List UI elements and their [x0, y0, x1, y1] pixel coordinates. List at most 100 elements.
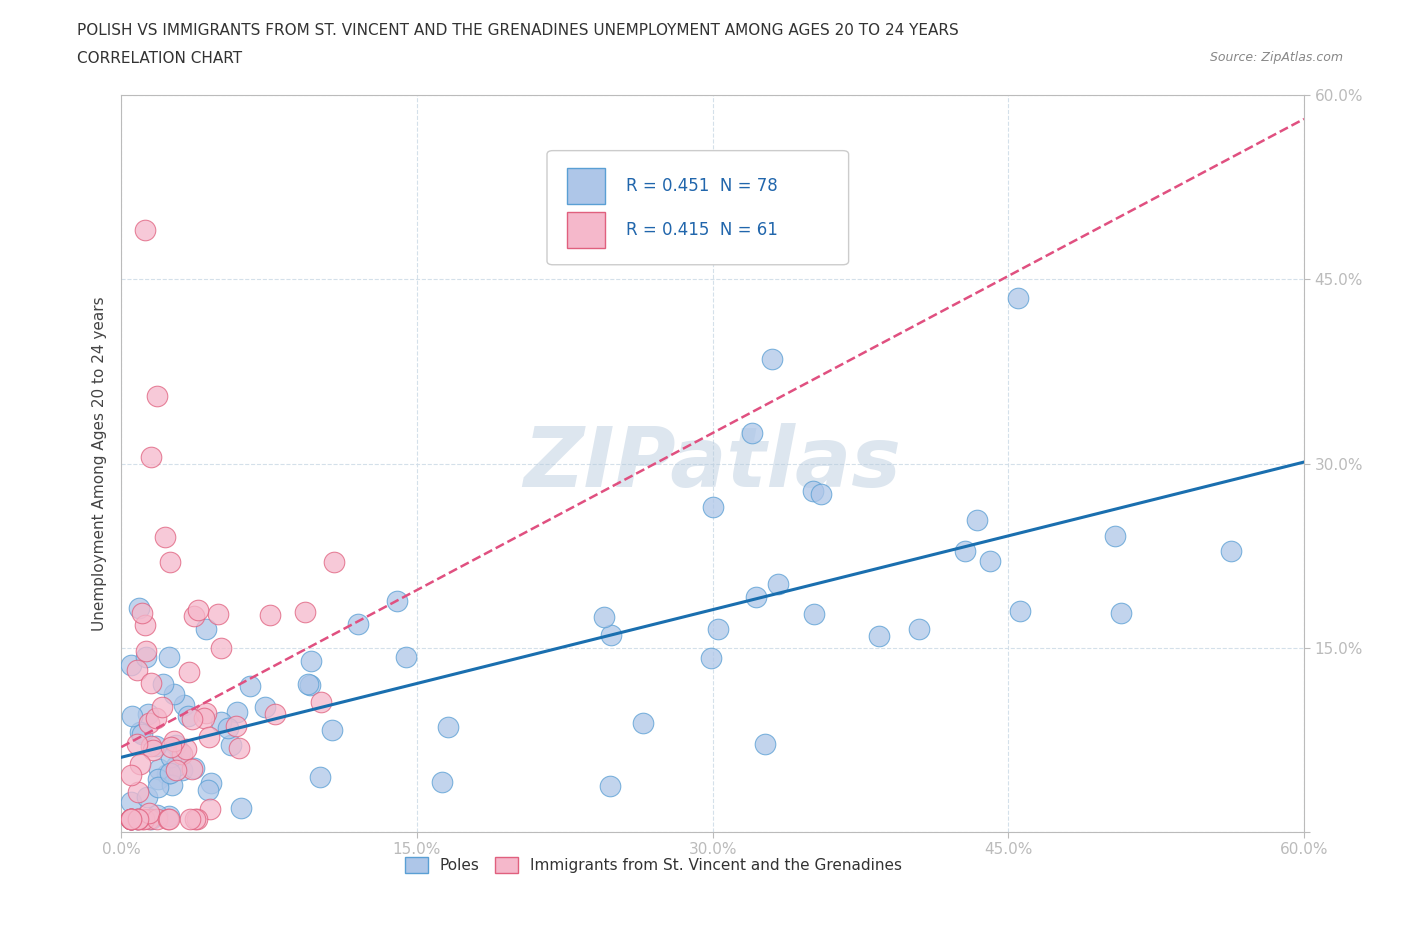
Point — [157, 812, 180, 827]
Point — [801, 484, 824, 498]
Point — [148, 762, 170, 777]
Point — [195, 706, 218, 721]
Point — [181, 762, 204, 777]
Point — [138, 812, 160, 827]
FancyBboxPatch shape — [567, 168, 605, 204]
Point — [264, 706, 287, 721]
Point — [173, 698, 195, 712]
Point — [127, 737, 149, 751]
Point — [308, 769, 330, 784]
Point — [127, 812, 149, 827]
Point — [1109, 605, 1132, 620]
FancyBboxPatch shape — [547, 151, 849, 265]
Point — [129, 724, 152, 739]
Point — [135, 790, 157, 804]
Point — [145, 389, 167, 404]
Point — [184, 812, 207, 827]
Point — [179, 812, 201, 827]
Point — [142, 742, 165, 757]
Point — [229, 801, 252, 816]
Point — [127, 812, 149, 827]
Point — [309, 694, 332, 709]
Point — [183, 761, 205, 776]
Point — [134, 618, 156, 632]
Point — [761, 352, 783, 366]
Point — [197, 730, 219, 745]
Point — [157, 812, 180, 827]
Point — [1010, 604, 1032, 618]
Point — [128, 600, 150, 615]
Point — [120, 812, 142, 827]
Point — [294, 604, 316, 619]
Point — [907, 622, 929, 637]
Point — [966, 512, 988, 527]
Point — [953, 543, 976, 558]
Point — [346, 617, 368, 631]
Point — [323, 555, 346, 570]
Point — [599, 628, 621, 643]
Point — [159, 765, 181, 780]
Point — [299, 677, 322, 692]
Point — [979, 553, 1001, 568]
Point — [868, 629, 890, 644]
Text: CORRELATION CHART: CORRELATION CHART — [77, 51, 242, 66]
Point — [754, 737, 776, 751]
Point — [183, 608, 205, 623]
Point — [153, 530, 176, 545]
Point — [120, 767, 142, 782]
Point — [134, 812, 156, 827]
Point — [129, 756, 152, 771]
Point — [810, 486, 832, 501]
Point — [174, 742, 197, 757]
Point — [225, 705, 247, 720]
FancyBboxPatch shape — [567, 212, 605, 247]
Point — [120, 812, 142, 827]
Point — [707, 621, 730, 636]
Point — [120, 794, 142, 809]
Point — [139, 738, 162, 753]
Point — [134, 223, 156, 238]
Point — [163, 686, 186, 701]
Point — [135, 644, 157, 658]
Point — [165, 763, 187, 777]
Point — [156, 767, 179, 782]
Point — [120, 658, 142, 672]
Point — [165, 737, 187, 752]
Point — [193, 711, 215, 725]
Point — [700, 651, 723, 666]
Point — [131, 812, 153, 827]
Point — [146, 807, 169, 822]
Point — [125, 812, 148, 827]
Point — [432, 775, 454, 790]
Point — [169, 745, 191, 760]
Text: POLISH VS IMMIGRANTS FROM ST. VINCENT AND THE GRENADINES UNEMPLOYMENT AMONG AGES: POLISH VS IMMIGRANTS FROM ST. VINCENT AN… — [77, 23, 959, 38]
Point — [180, 711, 202, 726]
Point — [138, 715, 160, 730]
Text: R = 0.451  N = 78: R = 0.451 N = 78 — [626, 177, 778, 195]
Point — [170, 747, 193, 762]
Point — [1104, 528, 1126, 543]
Point — [162, 777, 184, 792]
Point — [395, 650, 418, 665]
Point — [741, 425, 763, 440]
Point — [209, 640, 232, 655]
Point — [702, 499, 724, 514]
Point — [437, 720, 460, 735]
Point — [120, 812, 142, 827]
Point — [146, 772, 169, 787]
Point — [138, 806, 160, 821]
Point — [157, 808, 180, 823]
Point — [259, 608, 281, 623]
Point — [127, 785, 149, 800]
Point — [207, 606, 229, 621]
Point — [127, 812, 149, 827]
Point — [121, 709, 143, 724]
Point — [803, 606, 825, 621]
Point — [198, 802, 221, 817]
Point — [165, 759, 187, 774]
Point — [297, 677, 319, 692]
Point — [145, 738, 167, 753]
Point — [1007, 290, 1029, 305]
Point — [187, 603, 209, 618]
Point — [225, 718, 247, 733]
